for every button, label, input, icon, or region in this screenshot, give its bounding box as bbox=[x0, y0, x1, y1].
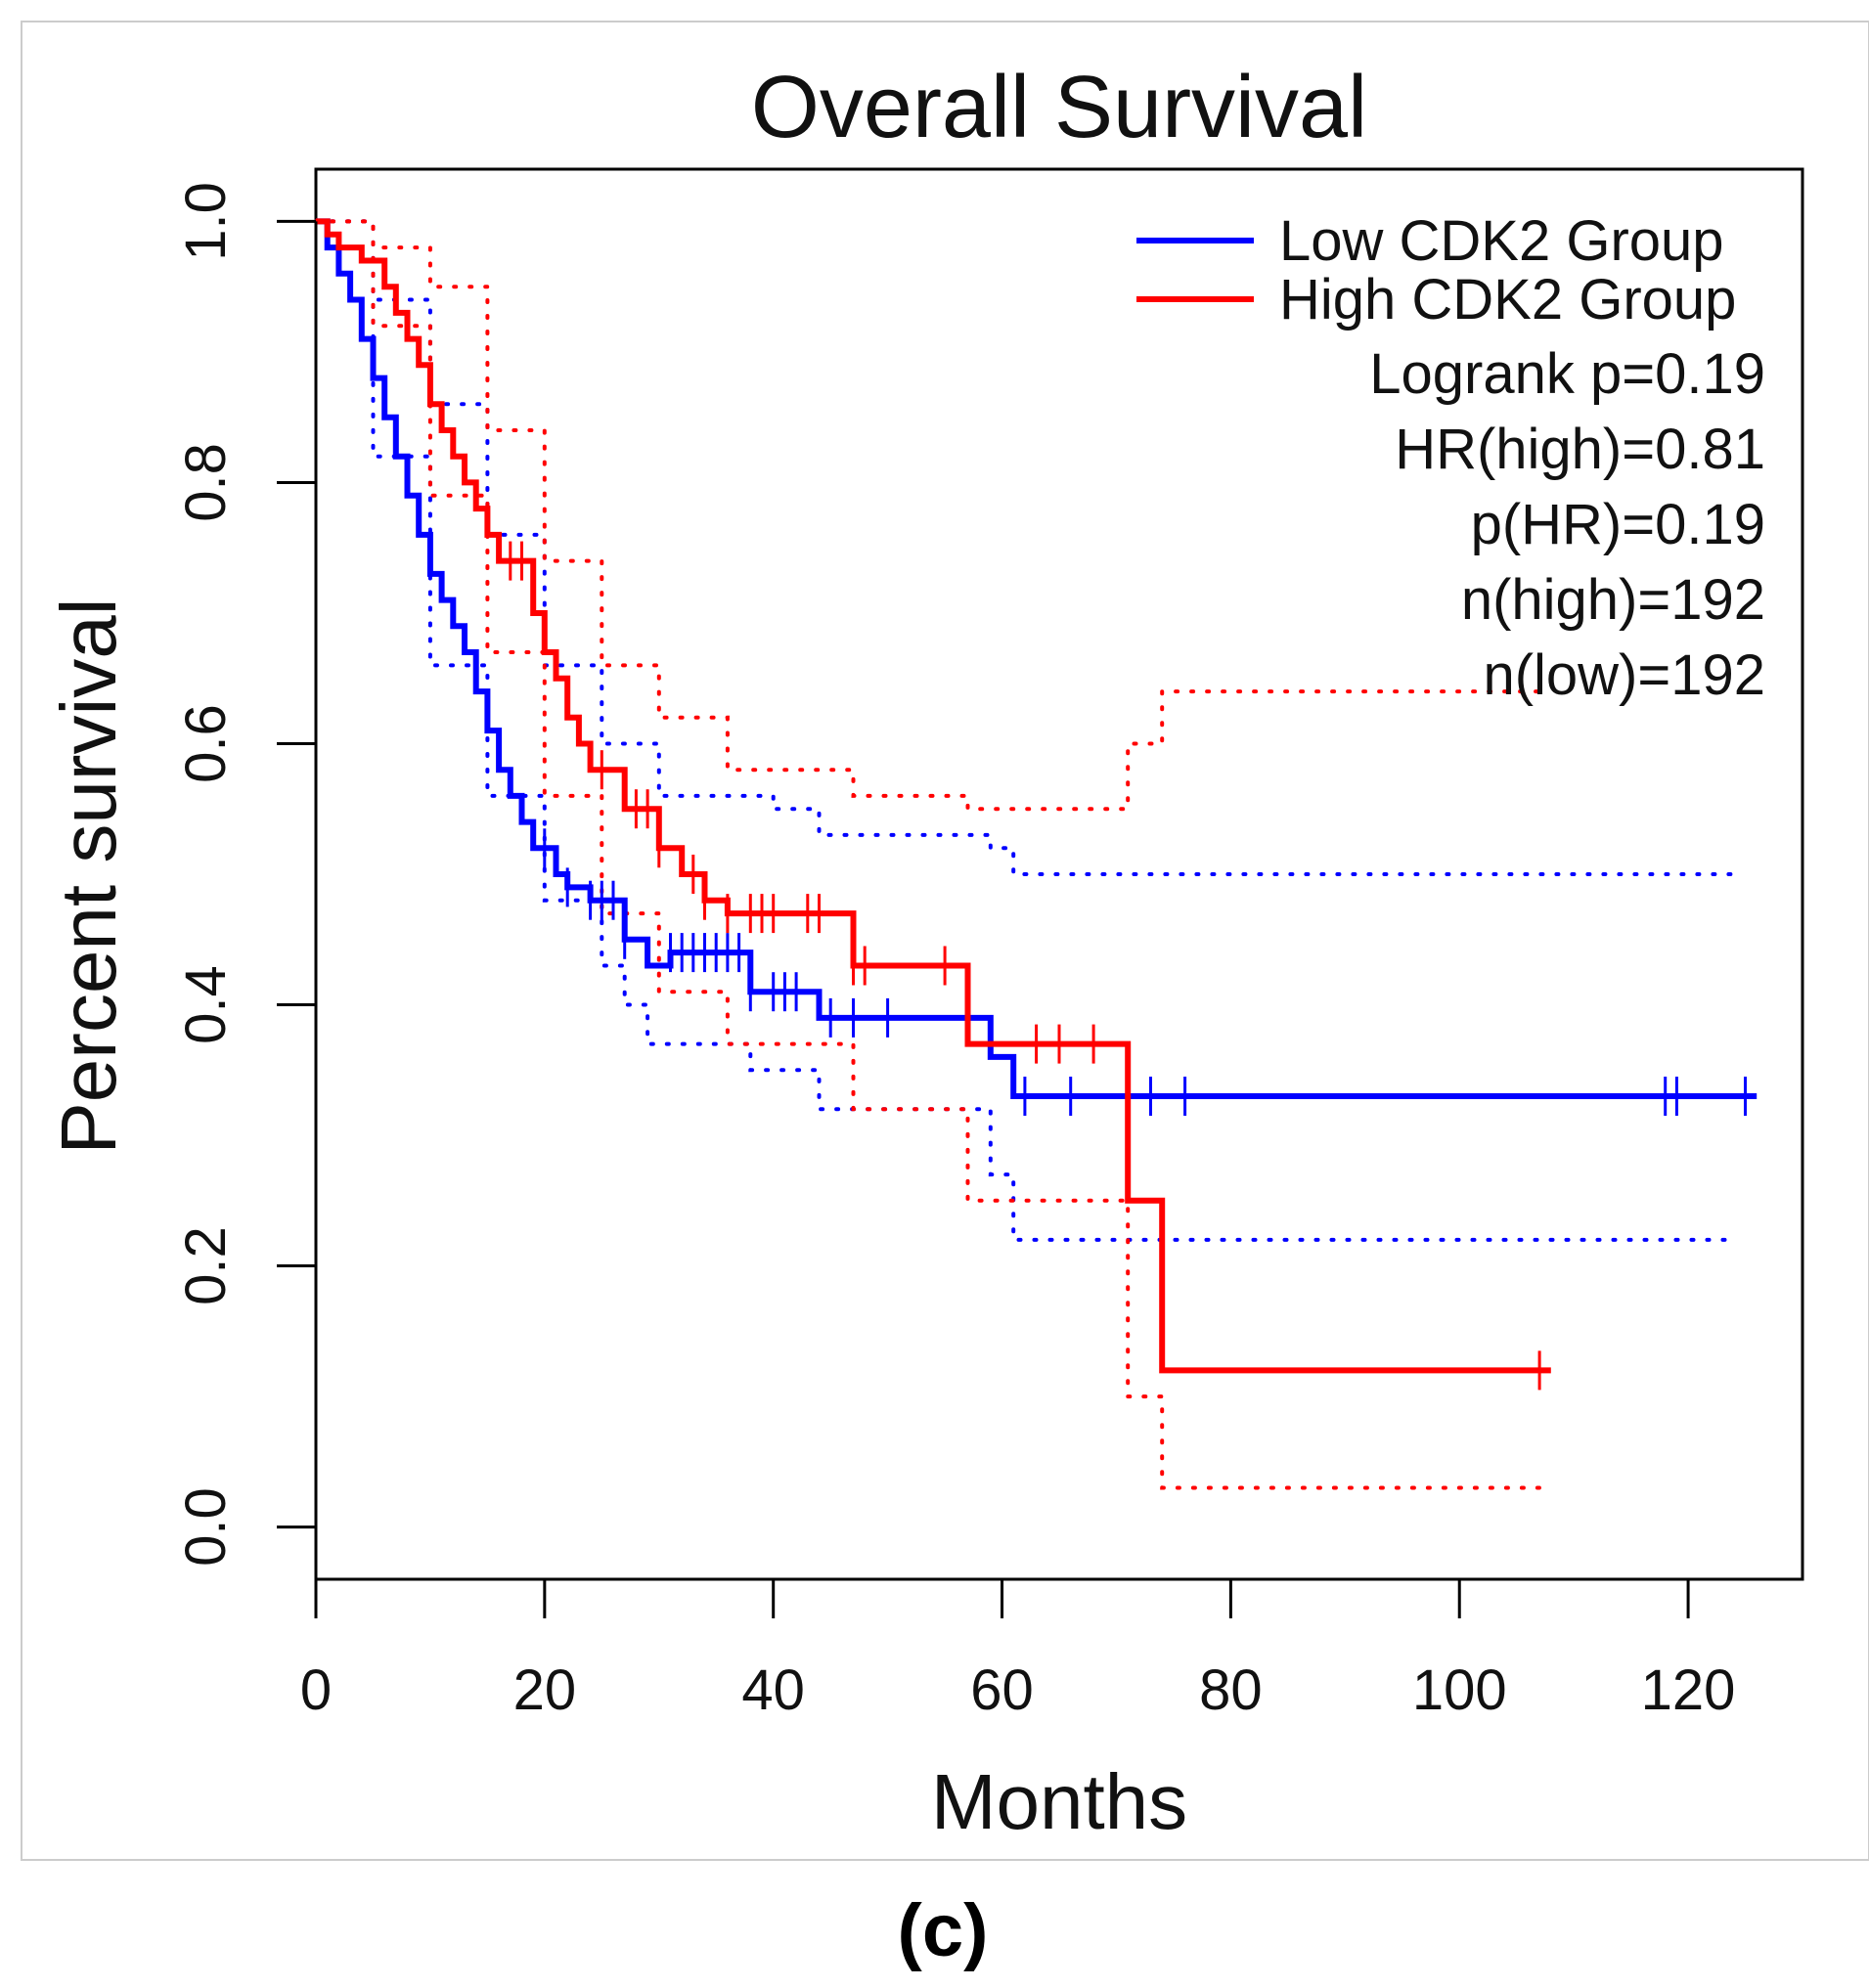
censor-marks bbox=[509, 541, 1747, 1391]
x-tick-label: 60 bbox=[970, 1658, 1034, 1722]
legend-stat: p(HR)=0.19 bbox=[1471, 493, 1765, 556]
y-tick-label: 0.8 bbox=[174, 443, 238, 522]
legend-stat: Logrank p=0.19 bbox=[1369, 342, 1765, 406]
y-tick-label: 0.0 bbox=[174, 1487, 238, 1567]
legend-stat: HR(high)=0.81 bbox=[1395, 418, 1765, 481]
y-tick-label: 0.6 bbox=[174, 704, 238, 783]
y-axis: 0.0 0.2 0.4 0.6 0.8 1.0 bbox=[174, 182, 318, 1567]
x-tick-label: 20 bbox=[513, 1658, 577, 1722]
legend-label: High CDK2 Group bbox=[1279, 268, 1736, 331]
x-tick-label: 100 bbox=[1412, 1658, 1507, 1722]
y-tick-label: 0.2 bbox=[174, 1226, 238, 1305]
legend-stat: n(high)=192 bbox=[1461, 568, 1765, 632]
confidence-intervals bbox=[314, 219, 1736, 1490]
figure-caption: (c) bbox=[898, 1889, 989, 1972]
x-tick-label: 0 bbox=[300, 1658, 332, 1722]
high-cdk2-group-lower-ci-line bbox=[314, 219, 1542, 1490]
x-axis: 0 20 40 60 80 100 120 bbox=[300, 1577, 1736, 1722]
x-tick-label: 40 bbox=[741, 1658, 805, 1722]
legend-label: Low CDK2 Group bbox=[1279, 209, 1724, 273]
panel-border bbox=[21, 21, 1869, 1861]
chart-title: Overall Survival bbox=[751, 59, 1367, 156]
legend-stat: n(low)=192 bbox=[1483, 643, 1765, 707]
high-cdk2-group-upper-ci-line bbox=[314, 219, 1542, 812]
y-tick-label: 1.0 bbox=[174, 182, 238, 261]
y-tick-label: 0.4 bbox=[174, 965, 238, 1044]
x-tick-label: 80 bbox=[1199, 1658, 1263, 1722]
x-tick-label: 120 bbox=[1641, 1658, 1736, 1722]
y-axis-label: Percent survival bbox=[45, 597, 132, 1154]
x-axis-label: Months bbox=[931, 1758, 1187, 1845]
